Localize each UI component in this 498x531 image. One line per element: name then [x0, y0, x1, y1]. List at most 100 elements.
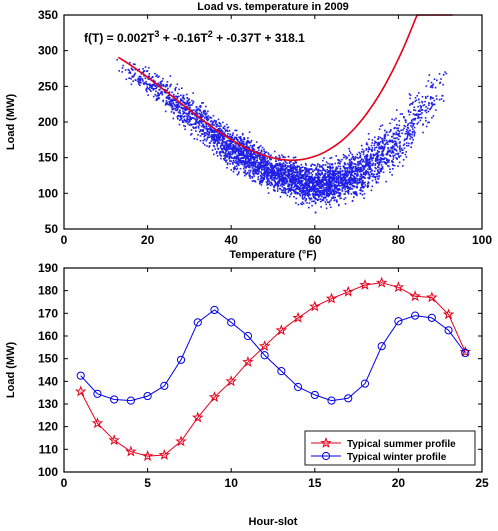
scatter-point	[431, 116, 433, 119]
scatter-point	[185, 109, 188, 111]
scatter-point	[324, 187, 327, 189]
scatter-point	[425, 119, 427, 122]
scatter-point	[227, 144, 229, 147]
scatter-point	[267, 179, 269, 181]
scatter-point	[270, 154, 272, 157]
scatter-point	[228, 152, 230, 155]
scatter-point	[193, 117, 195, 120]
scatter-point	[219, 139, 221, 142]
scatter-point	[419, 116, 421, 119]
scatter-point	[262, 164, 264, 166]
scatter-point	[338, 192, 340, 195]
scatter-point	[438, 73, 441, 75]
scatter-point	[258, 168, 260, 171]
scatter-point	[361, 185, 364, 188]
scatter-point	[332, 172, 335, 174]
scatter-point	[186, 105, 188, 108]
scatter-point	[351, 188, 354, 190]
scatter-point	[353, 159, 356, 161]
scatter-point	[320, 185, 322, 187]
scatter-point	[391, 149, 393, 152]
scatter-point	[277, 185, 279, 187]
scatter-point	[348, 150, 351, 152]
scatter-point	[252, 158, 255, 160]
scatter-point	[327, 195, 330, 198]
scatter-point	[366, 153, 369, 156]
scatter-point	[271, 183, 273, 186]
scatter-point	[392, 163, 394, 166]
scatter-point	[232, 170, 235, 173]
scatter-point	[176, 108, 179, 110]
hourly-profile-chart: 0 5 10 15 20 25100110120130140150160170180190…	[5, 261, 489, 528]
scatter-point	[440, 98, 443, 100]
scatter-point	[255, 166, 258, 168]
scatter-point	[406, 142, 408, 144]
scatter-point	[188, 98, 190, 100]
scatter-point	[251, 176, 253, 178]
scatter-point	[369, 162, 371, 165]
scatter-point	[435, 109, 437, 111]
scatter-point	[399, 144, 401, 147]
scatter-point	[259, 158, 261, 160]
scatter-point	[268, 174, 270, 177]
scatter-point	[308, 175, 311, 178]
scatter-point	[344, 163, 347, 166]
scatter-point	[188, 111, 190, 114]
scatter-point	[271, 178, 273, 181]
scatter-point	[218, 132, 221, 135]
scatter-point	[344, 193, 346, 195]
scatter-point	[315, 167, 318, 169]
scatter-point	[263, 170, 266, 172]
scatter-point	[243, 162, 246, 164]
scatter-point	[289, 168, 292, 170]
scatter-point	[204, 110, 207, 113]
scatter-point	[231, 149, 234, 152]
scatter-point	[359, 181, 361, 183]
scatter-point	[327, 178, 329, 181]
scatter-point	[421, 101, 424, 104]
scatter-point	[387, 159, 390, 161]
scatter-point	[264, 166, 266, 169]
scatter-point	[329, 168, 332, 171]
scatter-point	[273, 169, 275, 171]
scatter-point	[280, 172, 283, 174]
scatter-point	[343, 156, 345, 159]
scatter-point	[180, 98, 182, 101]
scatter-point	[278, 157, 281, 159]
scatter-point	[323, 190, 326, 192]
scatter-point	[132, 76, 135, 78]
scatter-point	[319, 169, 321, 172]
scatter-point	[325, 195, 328, 197]
scatter-point	[359, 160, 362, 163]
scatter-point	[395, 117, 397, 120]
scatter-point	[244, 172, 247, 174]
scatter-point	[139, 79, 141, 81]
scatter-point	[373, 142, 376, 145]
scatter-point	[306, 173, 309, 175]
scatter-point	[236, 138, 238, 141]
scatter-point	[348, 187, 351, 189]
scatter-point	[274, 182, 277, 184]
scatter-point	[335, 176, 338, 178]
scatter-point	[407, 129, 409, 132]
scatter-point	[217, 136, 220, 138]
scatter-point	[251, 163, 253, 165]
scatter-point	[400, 147, 403, 150]
scatter-point	[262, 159, 264, 162]
scatter-point	[304, 167, 307, 169]
scatter-point	[321, 189, 323, 192]
scatter-point	[359, 155, 362, 158]
scatter-point	[192, 92, 194, 94]
scatter-point	[418, 113, 421, 116]
equation-part: + -0.16T	[159, 31, 208, 45]
scatter-point	[183, 98, 185, 100]
scatter-point	[405, 130, 408, 133]
scatter-point	[383, 144, 386, 146]
scatter-point	[377, 166, 380, 169]
scatter-point	[357, 166, 359, 169]
scatter-point	[364, 184, 367, 186]
scatter-point	[234, 148, 236, 150]
scatter-point	[273, 173, 275, 176]
scatter-point	[411, 136, 414, 139]
scatter-point	[245, 166, 247, 168]
